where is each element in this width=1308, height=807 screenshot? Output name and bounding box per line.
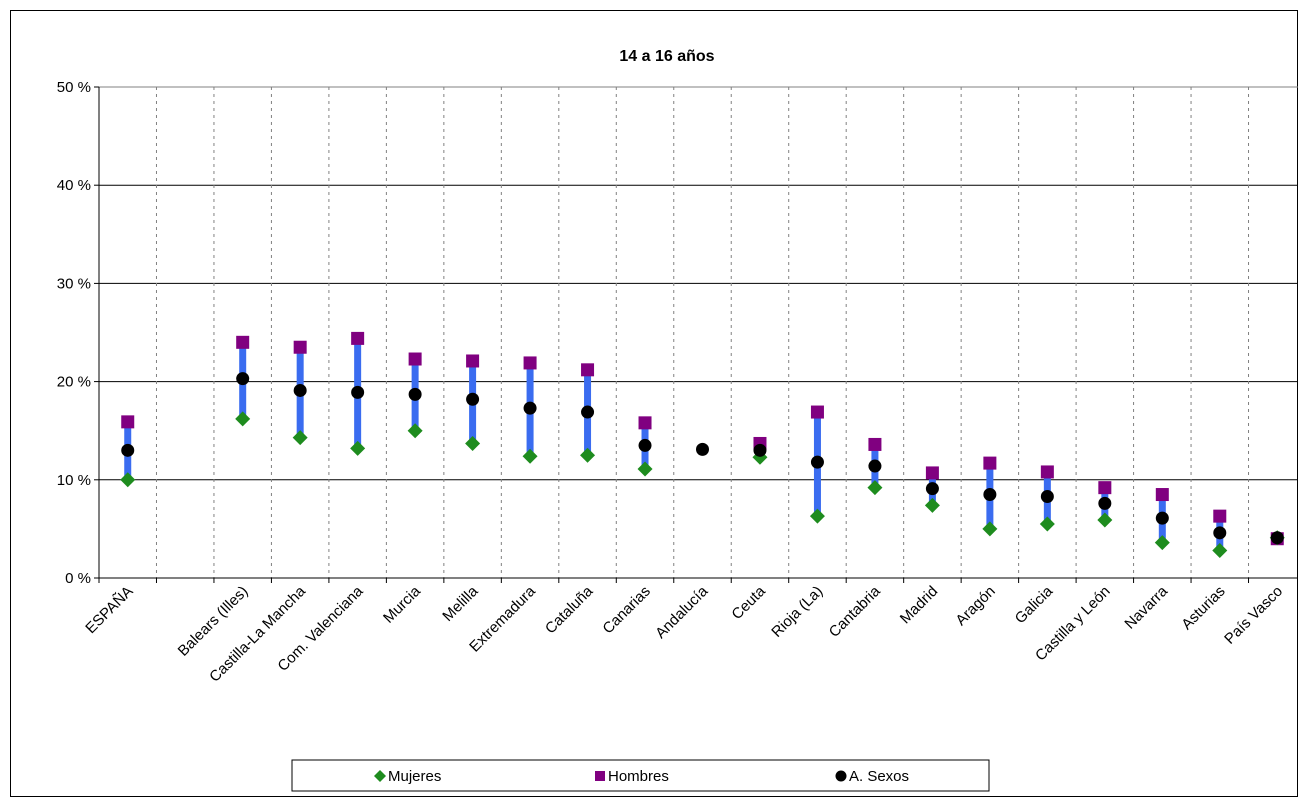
mujeres-point	[465, 435, 481, 451]
ambos-sexos-point	[581, 405, 595, 419]
ambos-sexos-point	[810, 455, 824, 469]
grid-layer	[99, 87, 1306, 578]
hombres-point	[1155, 488, 1169, 502]
ambos-sexos-point	[868, 459, 882, 473]
hombres-point	[466, 354, 480, 368]
chart-title: 14 a 16 años	[619, 48, 714, 65]
ambos-sexos-point	[983, 488, 997, 502]
hombres-point	[1098, 481, 1112, 495]
hombres-point	[293, 340, 307, 354]
hombres-point	[408, 352, 422, 366]
mujeres-point	[924, 497, 940, 513]
mujeres-point	[580, 447, 596, 463]
ambos-sexos-point	[1040, 489, 1054, 503]
mujeres-point	[1039, 516, 1055, 532]
ambos-sexos-point	[1270, 531, 1284, 545]
legend-mujeres-marker	[374, 770, 386, 782]
hombres-point	[983, 456, 997, 470]
ambos-sexos-point	[236, 372, 250, 386]
hombres-point	[121, 415, 135, 429]
data-marks	[120, 331, 1285, 559]
ambos-sexos-point	[466, 392, 480, 406]
mujeres-point	[637, 461, 653, 477]
hombres-point	[523, 356, 537, 370]
mujeres-point	[1097, 512, 1113, 528]
hombres-point	[236, 335, 250, 349]
ambos-sexos-point	[753, 443, 767, 457]
y-tick-label: 0 %	[65, 570, 91, 587]
mujeres-point	[1212, 543, 1228, 559]
ambos-sexos-point	[293, 383, 307, 397]
mujeres-point	[982, 521, 998, 537]
legend: Mujeres Hombres A. Sexos	[291, 759, 990, 792]
y-tick-label: 40 %	[57, 177, 91, 194]
mujeres-point	[522, 448, 538, 464]
y-tick-label: 30 %	[57, 275, 91, 292]
mujeres-point	[350, 440, 366, 456]
y-axis: 0 % 10 % 20 % 30 % 40 % 50 %	[57, 79, 100, 587]
chart-border	[10, 10, 1298, 797]
ambos-sexos-point	[121, 443, 135, 457]
hombres-point	[638, 416, 652, 430]
ambos-sexos-point	[351, 385, 365, 399]
chart-frame: 14 a 16 años 0 % 10 % 20 % 30 % 40 % 50 % ESP…	[10, 10, 1307, 797]
mujeres-point	[1154, 535, 1170, 551]
legend-label: Mujeres	[388, 768, 441, 785]
y-tick-label: 50 %	[57, 79, 91, 96]
legend-items: Mujeres Hombres A. Sexos	[374, 768, 909, 785]
ambos-sexos-point	[925, 482, 939, 496]
hombres-point	[1040, 465, 1054, 479]
ambos-sexos-point	[638, 438, 652, 452]
legend-hombres-marker	[595, 771, 605, 781]
ambos-sexos-point	[1213, 526, 1227, 540]
ambos-sexos-point	[1155, 511, 1169, 525]
legend-label: A. Sexos	[849, 768, 909, 785]
ambos-sexos-point	[696, 442, 709, 456]
hombres-point	[351, 331, 365, 345]
legend-ambos-sexos-marker	[835, 770, 847, 782]
hombres-point	[868, 437, 882, 451]
mujeres-point	[407, 423, 423, 439]
chart-svg: 14 a 16 años 0 %10 %20 %30 %40 %50 % ESP…	[10, 10, 1307, 797]
mujeres-point	[867, 480, 883, 496]
mujeres-point	[120, 472, 136, 488]
legend-box	[291, 759, 990, 792]
ambos-sexos-point	[523, 401, 537, 415]
hombres-point	[925, 466, 939, 480]
y-tick-label: 10 %	[57, 472, 91, 489]
hombres-point	[1213, 509, 1227, 523]
ambos-sexos-point	[1098, 496, 1112, 510]
mujeres-point	[292, 430, 308, 446]
legend-label: Hombres	[608, 768, 669, 785]
hombres-point	[581, 363, 595, 377]
mujeres-point	[235, 411, 251, 427]
y-tick-label: 20 %	[57, 374, 91, 391]
ambos-sexos-point	[408, 387, 422, 401]
hombres-point	[810, 405, 824, 419]
